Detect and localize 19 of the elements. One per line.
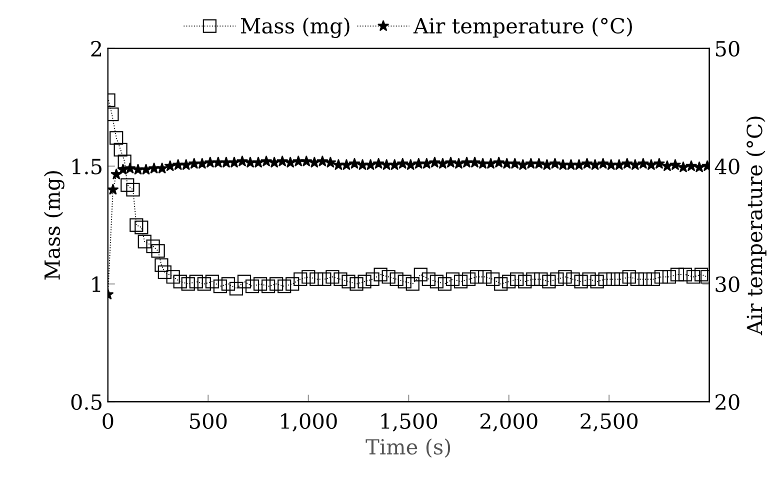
x-tick-label: 0 [102,413,114,429]
y-axis-title: Mass (mg) [44,171,64,280]
x-tick-label: 1,500 [381,413,438,432]
y-tick-label: 2 [91,40,102,56]
y-tick-label: 1.5 [72,158,102,174]
x-tick-label: 1,000 [281,413,337,432]
x-axis-title: Time (s) [366,438,450,458]
y-tick-label: 0.5 [71,394,102,410]
y2-tick-label: 50 [716,40,740,57]
x-tick-label: 500 [190,413,227,429]
legend-label: Air temperature (°C) [413,18,632,38]
y2-tick-label: 20 [716,394,740,410]
y2-axis-title: Air temperature (°C) [746,116,766,336]
y-tick-label: 1 [92,276,100,292]
x-tick-label: 2,000 [480,413,538,432]
x-tick-label: 2,500 [580,413,638,432]
y2-tick-label: 30 [716,276,740,292]
y2-tick-label: 40 [714,158,740,174]
legend-label: Mass (mg) [240,18,350,38]
